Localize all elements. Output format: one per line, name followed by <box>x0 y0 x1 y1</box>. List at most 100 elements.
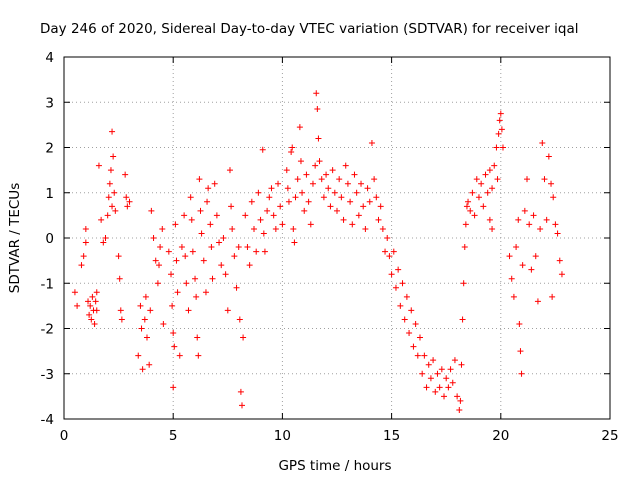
data-point <box>141 316 148 323</box>
data-point <box>104 212 111 219</box>
data-point <box>379 225 386 232</box>
data-point <box>102 235 109 241</box>
data-point <box>316 158 323 165</box>
data-point <box>506 253 513 260</box>
data-point <box>461 244 468 251</box>
data-point <box>309 180 316 187</box>
y-tick-label: 2 <box>45 141 54 157</box>
data-point <box>508 275 515 282</box>
data-point <box>344 180 351 187</box>
y-axis-label: SDTVAR / TECUs <box>7 183 23 293</box>
data-point <box>171 343 178 350</box>
data-point <box>375 216 382 223</box>
data-point <box>423 384 430 391</box>
data-point <box>138 325 145 332</box>
data-point <box>336 176 343 183</box>
data-point <box>451 357 458 364</box>
data-point <box>253 248 260 255</box>
data-point <box>347 198 354 205</box>
data-point <box>255 189 262 196</box>
data-point <box>147 307 154 314</box>
data-point <box>408 307 415 314</box>
data-point <box>388 271 395 278</box>
data-point <box>135 352 142 359</box>
data-point <box>176 352 183 359</box>
data-point <box>275 180 282 187</box>
x-axis: 0 5 10 15 20 25 <box>60 57 619 444</box>
data-point <box>105 194 112 201</box>
data-point <box>513 244 520 251</box>
data-point <box>109 128 116 135</box>
x-tick-label: 0 <box>60 428 69 444</box>
data-point <box>331 189 338 196</box>
data-point <box>209 275 216 282</box>
data-point <box>447 366 454 373</box>
data-point <box>200 257 207 264</box>
data-point <box>123 194 130 201</box>
data-point <box>95 162 102 169</box>
data-points <box>71 90 565 413</box>
data-point <box>82 225 89 232</box>
data-point <box>495 130 502 137</box>
data-point <box>259 146 266 153</box>
data-point <box>519 262 526 269</box>
data-point <box>458 361 465 368</box>
data-point <box>494 176 501 183</box>
data-point <box>156 262 163 269</box>
data-point <box>208 244 215 251</box>
data-point <box>174 289 181 296</box>
data-point <box>154 280 161 287</box>
data-point <box>443 375 450 382</box>
data-point <box>526 221 533 228</box>
data-point <box>510 293 517 300</box>
data-point <box>116 275 123 282</box>
y-tick-label: 1 <box>45 186 54 202</box>
data-point <box>244 244 251 251</box>
data-point <box>419 370 426 377</box>
data-point <box>117 307 124 314</box>
data-point <box>554 230 561 237</box>
data-point <box>484 189 491 196</box>
data-point <box>122 171 129 178</box>
data-point <box>216 239 223 246</box>
data-point <box>421 352 428 359</box>
data-point <box>194 334 201 341</box>
data-point <box>297 158 304 165</box>
data-point <box>366 198 373 205</box>
data-point <box>152 257 159 264</box>
y-tick-label: -2 <box>41 322 54 338</box>
data-point <box>118 316 125 323</box>
data-point <box>392 284 399 291</box>
chart-title: Day 246 of 2020, Sidereal Day-to-day VTE… <box>40 21 579 37</box>
data-point <box>109 203 116 210</box>
data-point <box>362 225 369 232</box>
data-point <box>257 216 264 223</box>
data-point <box>399 280 406 287</box>
data-point <box>460 280 467 287</box>
y-tick-label: -1 <box>41 276 54 292</box>
data-point <box>406 330 413 337</box>
data-point <box>172 221 179 228</box>
data-point <box>111 189 118 196</box>
data-point <box>268 185 275 192</box>
data-point <box>157 244 164 251</box>
data-point <box>475 194 482 201</box>
data-point <box>395 266 402 273</box>
data-point <box>313 90 320 97</box>
data-point <box>270 212 277 219</box>
data-point <box>351 171 358 178</box>
data-point <box>416 334 423 341</box>
data-point <box>434 370 441 377</box>
data-point <box>436 384 443 391</box>
y-tick-label: -4 <box>41 412 54 428</box>
data-point <box>315 135 322 142</box>
data-point <box>181 212 188 219</box>
data-point <box>548 180 555 187</box>
data-point <box>260 230 267 237</box>
data-point <box>148 207 155 214</box>
data-point <box>237 388 244 395</box>
x-axis-label: GPS time / hours <box>278 458 391 474</box>
data-point <box>320 194 327 201</box>
data-point <box>524 176 531 183</box>
